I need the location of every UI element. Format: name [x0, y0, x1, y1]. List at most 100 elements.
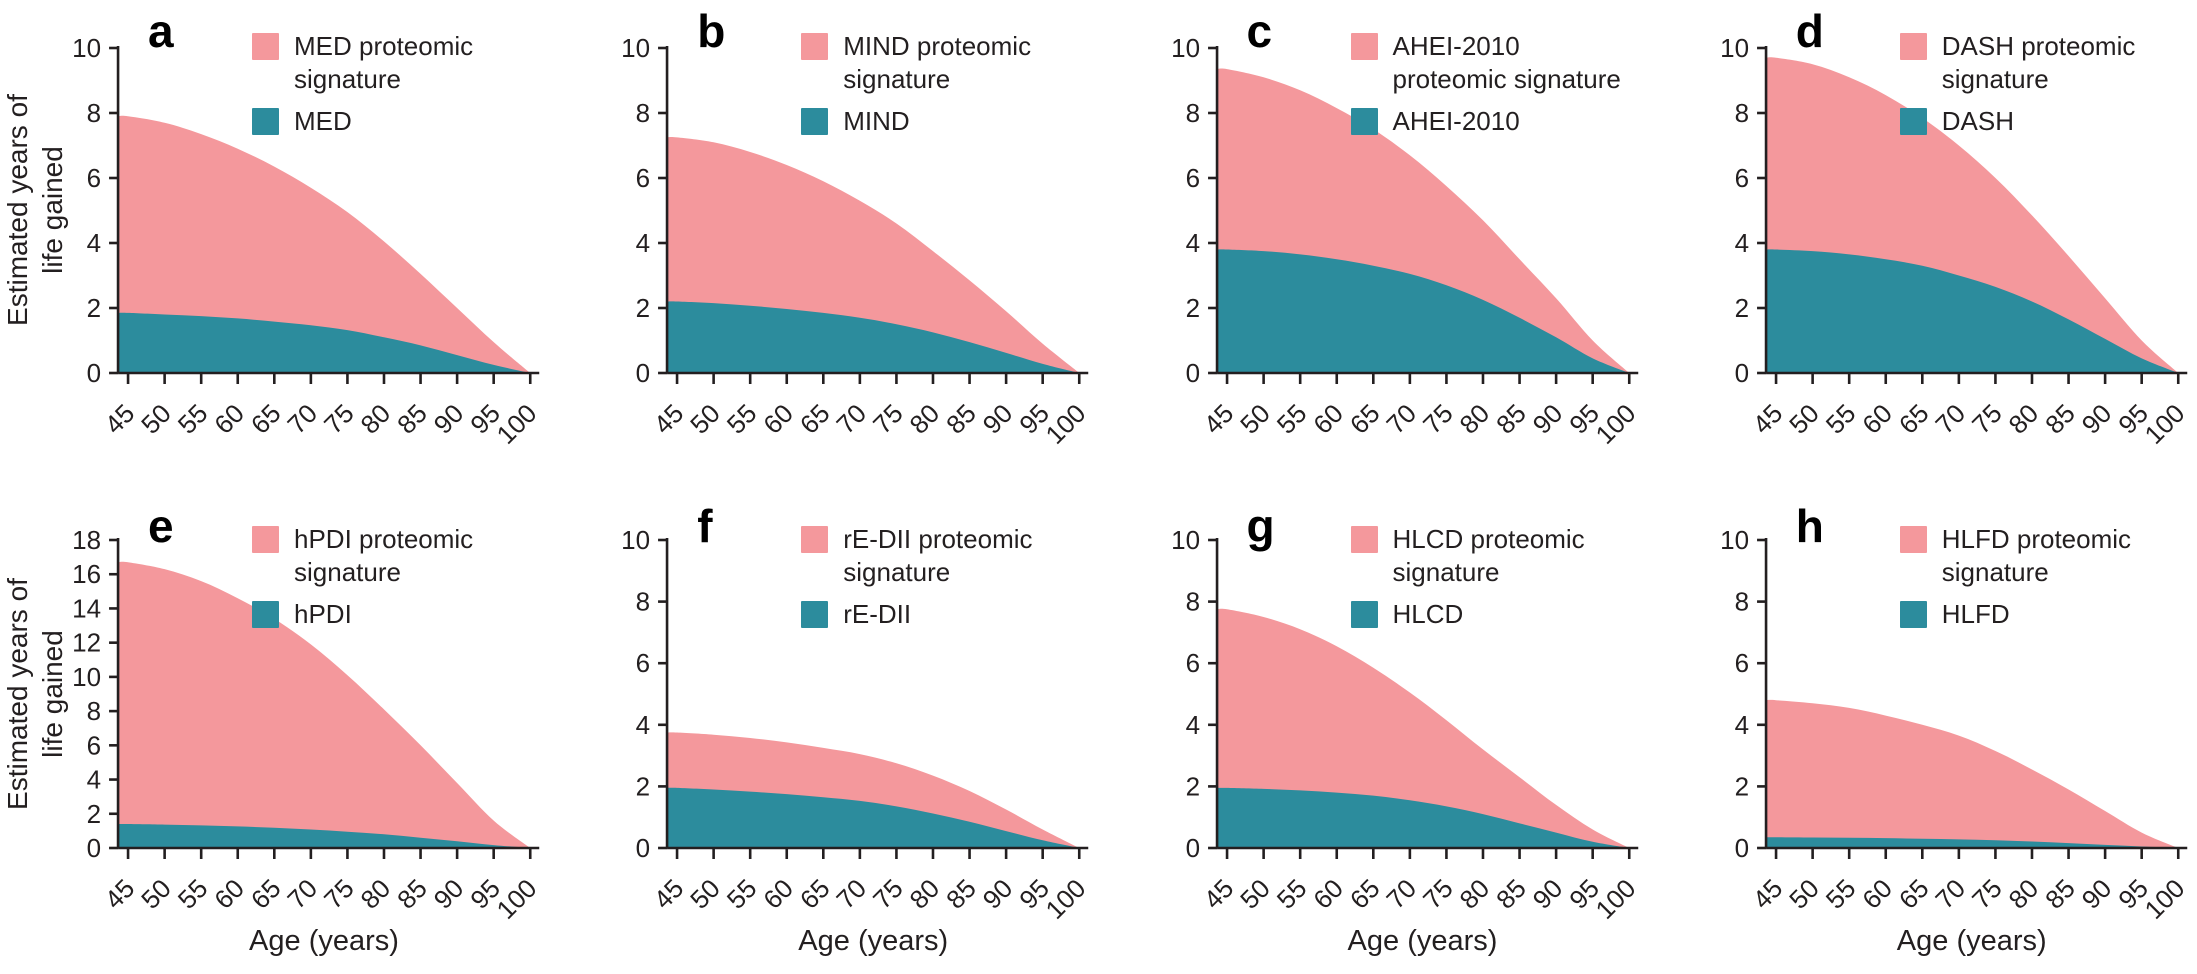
y-tick-label: 10 — [1171, 525, 1200, 555]
x-tick-label: 70 — [281, 873, 323, 915]
x-tick-label: 50 — [1234, 873, 1276, 915]
x-tick-label: 45 — [648, 398, 690, 440]
y-axis — [1756, 538, 1768, 850]
x-tick-label: 50 — [1234, 398, 1276, 440]
chart-panel-g: 0 2 4 6 8 10 45 50 55 60 65 70 75 80 85 90 95 100 g Age (ye… — [1099, 455, 1648, 974]
x-tick-label: 90 — [977, 873, 1019, 915]
x-tick-label: 60 — [1307, 873, 1349, 915]
legend-label-line: rE-DII — [843, 599, 912, 629]
legend-swatch-proteomic-signature — [252, 33, 279, 60]
legend-swatch-diet-score — [1350, 108, 1378, 135]
legend-e: hPDI proteomic signature hPDI — [252, 523, 473, 631]
x-tick-label: 55 — [172, 873, 214, 915]
legend-label: MED proteomic signature — [294, 30, 473, 96]
x-tick-label: 80 — [2002, 873, 2044, 915]
x-tick-label: 45 — [648, 873, 690, 915]
x-tick-label: 100 — [491, 873, 543, 925]
legend-swatch-diet-score — [1899, 601, 1927, 628]
x-tick-label: 65 — [794, 873, 836, 915]
x-tick-label: 80 — [355, 873, 397, 915]
x-tick-label: 60 — [1307, 398, 1349, 440]
x-tick-label: 100 — [2138, 398, 2190, 450]
x-tick-label: 65 — [794, 398, 836, 440]
y-tick-label: 0 — [1185, 833, 1199, 863]
panel-letter-c: c — [1246, 5, 1273, 57]
legend-label: hPDI — [294, 598, 352, 631]
panel-letter-e: e — [148, 500, 174, 552]
legend-entry: DASH proteomic signature — [1899, 30, 2136, 96]
legend-c: AHEI-2010 proteomic signature AHEI-2010 — [1350, 30, 1621, 138]
x-tick-label: 70 — [1380, 873, 1422, 915]
x-tick-label: 45 — [1746, 398, 1788, 440]
chart-panel-b: 0 2 4 6 8 10 45 50 55 60 65 70 75 80 85 90 95 100 b MIND pr… — [549, 0, 1098, 455]
legend-entry: rE-DII — [801, 598, 1032, 631]
x-tick-label: 55 — [1820, 873, 1862, 915]
panel-letter-b: b — [697, 5, 726, 57]
y-tick-label: 0 — [87, 833, 101, 863]
y-tick-labels: 0 2 4 6 8 10 — [1171, 33, 1200, 388]
y-axis — [109, 538, 120, 850]
legend-swatch-diet-score — [801, 108, 829, 135]
legend-entry: MIND — [801, 105, 1031, 138]
x-axis — [667, 846, 1089, 859]
y-tick-label: 12 — [72, 628, 101, 658]
x-tick-label: 65 — [1343, 873, 1385, 915]
x-tick-label: 85 — [391, 873, 433, 915]
x-tick-label: 75 — [1966, 398, 2008, 440]
area-proteomic-signature-g — [1216, 608, 1629, 848]
x-axis-title: Age (years) — [1896, 925, 2047, 957]
legend-entry: HLFD — [1899, 598, 2131, 631]
y-axis — [1207, 46, 1218, 375]
x-axis-title: Age (years) — [249, 925, 399, 957]
x-tick-label: 70 — [831, 873, 873, 915]
legend-label: AHEI-2010 — [1393, 105, 1520, 138]
legend-label: DASH — [1942, 105, 2014, 138]
y-tick-label: 0 — [1185, 358, 1199, 388]
x-tick-label: 75 — [867, 873, 909, 915]
x-tick-label: 85 — [2039, 398, 2081, 440]
legend-swatch-proteomic-signature — [1350, 33, 1378, 60]
legend-entry: hPDI — [252, 598, 473, 631]
x-tick-label: 50 — [684, 873, 726, 915]
x-tick-label: 85 — [1490, 873, 1532, 915]
y-tick-label: 2 — [87, 799, 101, 829]
x-tick-label: 85 — [1490, 398, 1532, 440]
legend-label-line: AHEI-2010 — [1392, 31, 1520, 61]
legend-label-line: MED — [294, 106, 352, 136]
legend-label-line: signature — [843, 64, 951, 94]
panel-letter-a: a — [148, 5, 174, 57]
legend-swatch-proteomic-signature — [252, 526, 279, 553]
y-tick-label: 8 — [1185, 587, 1199, 617]
legend-label: DASH proteomic signature — [1942, 30, 2136, 96]
y-axis-title: Estimated years of life gained — [0, 80, 70, 340]
legend-label-line: DASH — [1941, 106, 2014, 136]
x-tick-label: 90 — [977, 398, 1019, 440]
legend-label-line: HLCD proteomic — [1392, 524, 1585, 554]
legend-label-line: AHEI-2010 — [1392, 106, 1520, 136]
x-tick-label: 85 — [2039, 873, 2081, 915]
y-tick-label: 6 — [87, 163, 101, 193]
y-tick-label: 4 — [636, 228, 650, 258]
area-diet-score-f — [667, 787, 1080, 848]
x-tick-label: 45 — [99, 873, 141, 915]
y-tick-labels: 0 2 4 6 8 10 — [1720, 525, 1749, 863]
legend-f: rE-DII proteomic signature rE-DII — [801, 523, 1033, 631]
chart-panel-f: 0 2 4 6 8 10 45 50 55 60 65 70 75 80 85 90 95 100 f Age (ye… — [549, 455, 1098, 974]
y-tick-label: 6 — [1185, 163, 1199, 193]
x-tick-label: 50 — [684, 398, 726, 440]
x-tick-label: 65 — [1343, 398, 1385, 440]
legend-entry: MED — [252, 105, 473, 138]
y-tick-label: 2 — [636, 771, 650, 801]
x-tick-label: 75 — [1417, 873, 1459, 915]
legend-label: MIND — [843, 105, 909, 138]
area-diet-score-c — [1216, 249, 1629, 373]
y-tick-label: 4 — [1734, 710, 1748, 740]
y-tick-labels: 0 2 4 6 8 10 — [1171, 525, 1200, 863]
area-diet-score-d — [1765, 249, 2178, 373]
legend-label: rE-DII — [843, 598, 911, 631]
